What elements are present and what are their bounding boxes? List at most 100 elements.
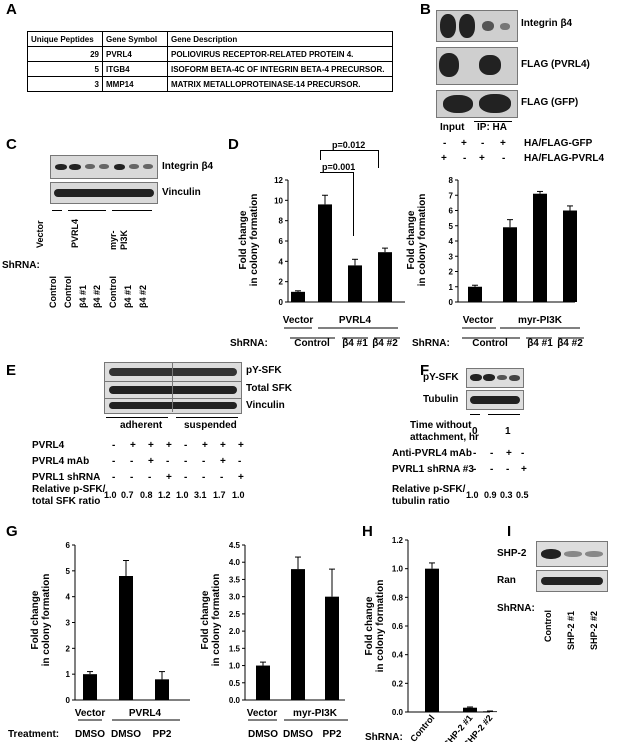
blot-label: pY-SFK (423, 372, 459, 383)
ratio-value: 0.9 (484, 490, 497, 500)
y-tick-label: 10 (274, 196, 283, 205)
bar (425, 568, 439, 712)
blot-b-flag-gfp (436, 90, 518, 118)
blot-label: Integrin β4 (521, 18, 573, 29)
sign: - (502, 153, 506, 164)
sign: - (202, 472, 206, 483)
bar (119, 576, 133, 700)
p-value-label: p=0.012 (332, 140, 366, 150)
ratio-value: 1.7 (213, 490, 226, 500)
shrna-tick-label: β4 #2 (557, 338, 583, 349)
panel-label-b: B (420, 1, 431, 18)
y-axis-label: Fold changein colony formation (30, 574, 52, 667)
blot-label: Total SFK (246, 383, 292, 394)
y-tick-label: 4.5 (229, 541, 241, 550)
group-label: Vector (75, 708, 106, 719)
blot-label: pY-SFK (246, 365, 282, 376)
shrna-tick-label: Control (294, 338, 330, 349)
y-axis-label: Fold changein colony formation (200, 574, 222, 667)
blot-label: Tubulin (423, 394, 459, 405)
blot-label: Vinculin (246, 400, 285, 411)
y-tick-label: 0.8 (392, 593, 404, 602)
shrna-label: ShRNA: (412, 338, 450, 349)
panel-label-g: G (6, 523, 18, 540)
blot-label: SHP-2 (497, 548, 527, 559)
bar (463, 707, 477, 712)
panel-label-a: A (6, 1, 17, 18)
ratio-value: 0.3 (500, 490, 513, 500)
chart-g-left: 0 1 2 3 4 5 6 Fold changein colony formation Vec… (8, 541, 190, 740)
y-tick-label: 7 (449, 191, 454, 200)
bar (503, 227, 517, 302)
blot-label: FLAG (PVRL4) (521, 59, 590, 70)
ratio-label: tubulin ratio (392, 496, 450, 507)
y-tick-label: 0 (66, 696, 71, 705)
panel-label-h: H (362, 523, 373, 540)
ratio-label: Relative p-SFK/ (32, 484, 106, 495)
y-tick-label: 12 (274, 176, 283, 185)
row-label: PVRL1 shRNA (32, 472, 101, 483)
sign: + (521, 464, 527, 475)
y-tick-label: 2.0 (229, 627, 241, 636)
y-tick-label: 0 (279, 298, 284, 307)
y-tick-label: 1.5 (229, 644, 241, 653)
y-tick-label: 2 (66, 644, 71, 653)
y-axis-label: Fold changein colony formation (364, 580, 386, 673)
sign: - (238, 456, 242, 467)
sign: + (479, 153, 485, 164)
blot-c-integrin (50, 155, 158, 179)
sign: - (112, 456, 116, 467)
blot-e-total-sfk (104, 381, 242, 399)
sign: - (184, 472, 188, 483)
lane-label: SHP-2 #1 (566, 610, 576, 650)
y-tick-label: 1.0 (229, 662, 241, 671)
shrna-tick-label: β4 #1 (342, 338, 368, 349)
panel-label-f: F (420, 362, 430, 379)
ratio-value: 0.8 (140, 490, 153, 500)
y-tick-label: 2.5 (229, 610, 241, 619)
bar (291, 291, 305, 302)
sign: + (238, 472, 244, 483)
x-tick-label: Control (408, 713, 436, 742)
bar (468, 286, 482, 302)
sign: - (130, 456, 134, 467)
x-tick-label: DMSO (283, 729, 313, 740)
group-label: myr-PI3K (518, 315, 563, 326)
treatment-label: Treatment: (8, 729, 59, 740)
row-label: HA/FLAG-PVRL4 (524, 153, 604, 164)
chart-d-left: 0 2 4 6 8 10 12 Fold changein colony formation V… (230, 176, 405, 349)
bar (348, 265, 362, 302)
group-label: PVRL4 (339, 315, 372, 326)
bar (256, 665, 270, 700)
panel-label-d: D (228, 136, 239, 153)
time-value: 0 (472, 426, 478, 437)
time-label: Time without (410, 420, 472, 431)
x-tick-label: DMSO (248, 729, 278, 740)
ratio-value: 0.5 (516, 490, 529, 500)
y-tick-label: 1 (66, 670, 71, 679)
sign: - (130, 472, 134, 483)
sign: + (506, 448, 512, 459)
x-tick-label: PP2 (153, 729, 172, 740)
x-tick-label: DMSO (111, 729, 141, 740)
shrna-tick-label: β4 #2 (372, 338, 398, 349)
y-tick-label: 0.4 (392, 651, 404, 660)
y-tick-label: 3 (66, 619, 71, 628)
y-axis-label: Fold changein colony formation (406, 194, 428, 287)
sign: - (112, 440, 116, 451)
sign: - (443, 138, 447, 149)
sign: - (521, 448, 525, 459)
chart-d-right: 0 1 2 3 4 5 6 7 8 Fold changein colony formation V… (406, 176, 584, 349)
group-label: myr-PI3K (293, 708, 338, 719)
row-label: HA/FLAG-GFP (524, 138, 593, 149)
sign: + (441, 153, 447, 164)
y-tick-label: 0 (449, 298, 454, 307)
ratio-label: total SFK ratio (32, 496, 101, 507)
lane-label: SHP-2 #2 (589, 610, 599, 650)
blot-label: Integrin β4 (162, 161, 214, 172)
y-tick-label: 3.0 (229, 593, 241, 602)
ratio-value: 1.0 (466, 490, 479, 500)
blot-b-flag-pvrl4 (436, 47, 518, 85)
blot-i-ran (536, 570, 608, 592)
sign: - (184, 456, 188, 467)
